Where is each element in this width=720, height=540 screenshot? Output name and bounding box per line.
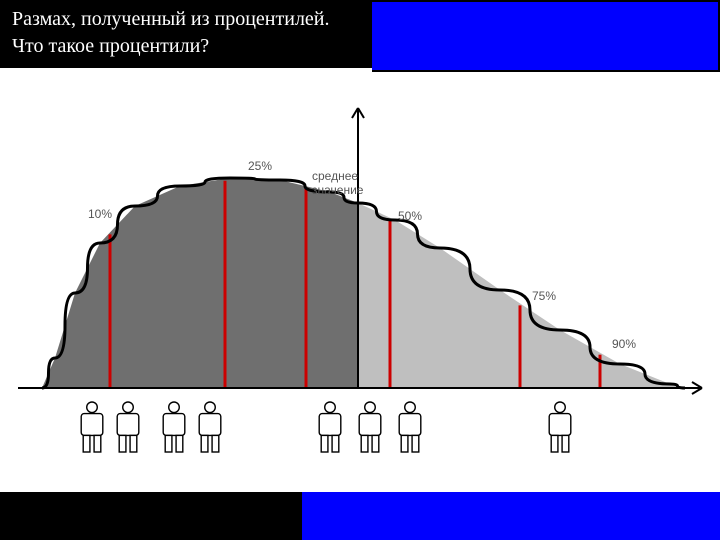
header-title-box: Размах, полученный из процентилей. Что т…: [0, 0, 372, 68]
slide-page: Размах, полученный из процентилей. Что т…: [0, 0, 720, 540]
person-icon: [199, 402, 221, 452]
person-icon: [81, 402, 103, 452]
footer-left-fill: [0, 492, 302, 540]
person-icon: [117, 402, 139, 452]
header-right-fill: [372, 0, 720, 72]
person-icon: [359, 402, 381, 452]
person-icon: [319, 402, 341, 452]
header-bar: Размах, полученный из процентилей. Что т…: [0, 0, 720, 68]
title-line-2: Что такое процентили?: [12, 33, 360, 60]
person-icon: [163, 402, 185, 452]
percentile-label-10%: 10%: [88, 207, 112, 221]
footer-bar: [0, 492, 720, 540]
person-icon: [399, 402, 421, 452]
chart-area: 10% 25% 50% 75% 90% среднеезначение: [0, 68, 720, 492]
distribution-chart: 10% 25% 50% 75% 90% среднеезначение: [0, 68, 720, 492]
percentile-label-90%: 90%: [612, 337, 636, 351]
percentile-label-25%: 25%: [248, 159, 272, 173]
mean-label-line2: значение: [312, 183, 364, 197]
footer-right-fill: [302, 492, 720, 540]
person-icon: [549, 402, 571, 452]
mean-label-line1: среднее: [312, 169, 358, 183]
percentile-label-75%: 75%: [532, 289, 556, 303]
title-line-1: Размах, полученный из процентилей.: [12, 6, 360, 33]
percentile-label-50%: 50%: [398, 209, 422, 223]
